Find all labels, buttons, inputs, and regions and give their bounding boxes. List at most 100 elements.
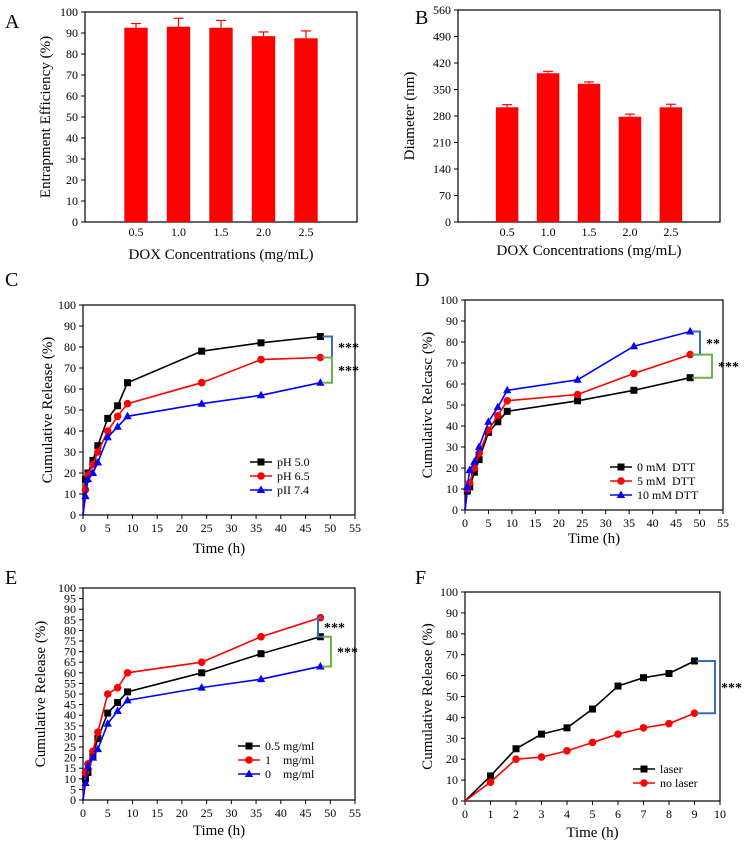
panel-b-bar [495, 107, 519, 222]
panel-e-data-point [197, 683, 206, 691]
panel-e-ytick-label: 85 [64, 613, 76, 627]
panel-e: 0510152025303540455055606570758085909510… [5, 567, 361, 839]
panel-f-ylabel: Cumulative Release (%) [420, 623, 436, 770]
panel-d-legend-label: 0 mM DTT [637, 460, 696, 474]
panel-d-data-point [629, 341, 639, 350]
panel-d-data-point [685, 327, 695, 335]
panel-f-ytick-label: 30 [446, 731, 458, 745]
panel-c-xtick-label: 20 [176, 521, 188, 535]
panel-e-ytick-label: 100 [58, 581, 76, 595]
panel-c-ytick-label: 60 [64, 382, 76, 396]
panel-c-data-point [316, 333, 324, 340]
panel-e-legend-label: 0 mg/ml [265, 767, 315, 781]
panel-c-ytick-label: 10 [64, 487, 76, 501]
panel-c-label: C [5, 269, 18, 291]
panel-a-ytick-label: 90 [66, 26, 78, 40]
panel-d-data-point [470, 468, 478, 476]
panel-d-data-point [465, 465, 474, 474]
panel-d-xtick-label: 5 [485, 516, 491, 530]
panel-f-data-point [563, 747, 571, 755]
panel-e-ytick-label: 65 [64, 655, 76, 669]
panel-c-data-point [104, 414, 112, 422]
panel-d-ytick-label: 80 [446, 335, 458, 349]
panel-d-ytick-label: 70 [446, 356, 458, 370]
panel-f-series-line [464, 712, 695, 802]
panel-e-data-point [257, 650, 265, 658]
panel-c-xtick-label: 0 [80, 521, 86, 535]
panel-e-legend-label: 0.5 mg/ml [265, 739, 315, 753]
panel-e-label: E [5, 567, 17, 589]
panel-c-xtick-label: 35 [250, 521, 262, 535]
panel-b: 0 70 140 210 280 350 420 490 560 B Diameter (nm) DO… [402, 3, 721, 259]
panel-d-data-point [503, 385, 512, 394]
panel-d-legend-marker [616, 490, 626, 498]
panel-b-ytick-label: 140 [433, 162, 451, 176]
panel-e-xtick-label: 15 [151, 806, 163, 820]
panel-e-ytick-label: 55 [64, 676, 76, 690]
panel-c-xtick-label: 5 [105, 521, 111, 535]
panel-f-data-point [538, 730, 545, 738]
panel-e-legend-marker [245, 742, 253, 750]
panel-c-legend-marker [257, 458, 265, 466]
panel-c-data-point [114, 402, 122, 410]
panel-e-ytick-label: 70 [64, 645, 76, 659]
panel-f-data-point [665, 670, 673, 678]
panel-d-ytick-label: 100 [440, 293, 458, 307]
panel-c-data-point [257, 355, 265, 364]
panel-d-legend-marker [617, 477, 625, 485]
panel-f-data-point [512, 755, 520, 763]
panel-c-data-point [123, 399, 132, 408]
panel-c-xtick-label: 50 [324, 521, 336, 535]
panel-f-ytick-label: 40 [446, 710, 458, 724]
panel-b-bar [536, 73, 560, 222]
panel-d-data-point [494, 411, 502, 420]
panel-e-sig-bracket [317, 616, 323, 638]
panel-a-ytick-label: 60 [66, 89, 78, 103]
panel-e-xtick-label: 30 [225, 806, 237, 820]
panel-c-data-point [198, 347, 206, 355]
panel-f-xtick-label: 9 [692, 807, 698, 821]
panel-f-xtick-label: 2 [513, 807, 519, 821]
panel-c-sig-label: *** [338, 341, 359, 356]
panel-f-data-point [487, 772, 494, 780]
panel-b-bar [659, 107, 683, 222]
panel-d-xtick-label: 0 [462, 516, 468, 530]
panel-d-legend-label: 5 mM DTT [637, 474, 696, 488]
panel-c-data-point [197, 399, 206, 407]
panel-d-data-point [494, 418, 502, 426]
panel-d-xtick-label: 55 [717, 516, 729, 530]
panel-f-data-point [486, 778, 495, 786]
panel-c-data-point [88, 468, 98, 476]
panel-e-xtick-label: 20 [176, 806, 188, 820]
panel-d-xtick-label: 50 [694, 516, 706, 530]
panel-e-data-point [83, 761, 93, 770]
panel-e-data-point [124, 688, 132, 696]
panel-b-xtick-label: 2.0 [622, 225, 637, 239]
panel-f-legend-label: no laser [660, 776, 698, 790]
panel-a-ylabel: Entrapment Efficiency (%) [38, 36, 54, 198]
panel-c-legend-label: pII 7.4 [277, 483, 309, 497]
panel-a-bar [294, 38, 318, 222]
panel-c-data-point [94, 448, 102, 456]
panel-d-data-point [493, 402, 503, 411]
panel-a: 0 10 20 30 40 50 60 70 80 90 100 A Entrapment Effici… [5, 5, 358, 263]
panel-d-sig-bracket [692, 330, 701, 356]
panel-d-ylabel: Cumulativc Relcasc (%) [420, 332, 436, 479]
panel-e-xtick-label: 40 [275, 806, 287, 820]
panel-e-xtick-label: 0 [80, 806, 86, 820]
panel-e-data-point [316, 661, 325, 670]
panel-c-data-point [257, 339, 265, 347]
panel-f-data-point [690, 709, 699, 718]
panel-b-ytick-label: 70 [439, 189, 451, 203]
panel-e-ytick-label: 75 [64, 634, 76, 648]
panel-b-xtick-label: 0.5 [500, 225, 515, 239]
panel-d-ytick-label: 50 [446, 398, 458, 412]
panel-e-data-point [113, 683, 122, 692]
panel-e-xtick-label: 5 [105, 806, 111, 820]
panel-b-bar [577, 83, 601, 222]
panel-f-ytick-label: 80 [446, 627, 458, 641]
panel-a-ytick-label: 50 [66, 110, 78, 124]
panel-b-ytick-label: 420 [433, 56, 451, 70]
panel-e-xtick-label: 45 [300, 806, 312, 820]
